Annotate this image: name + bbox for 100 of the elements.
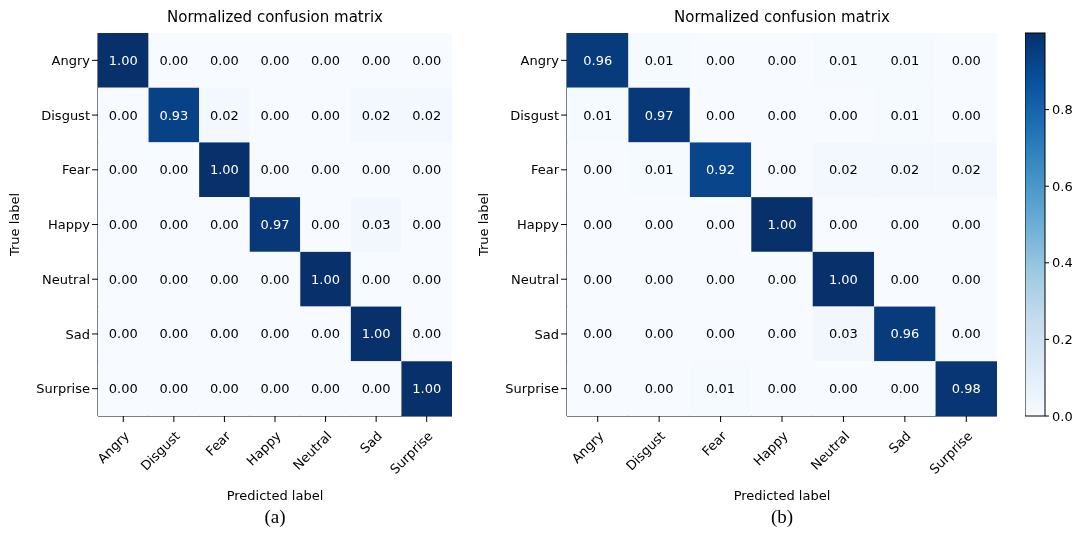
data-label: 1.00 [311, 271, 341, 287]
text: (b) [769, 506, 795, 528]
data-label: 0.00 [209, 217, 239, 232]
data-label: 0.00 [209, 326, 239, 342]
data-label: 0.00 [706, 52, 736, 68]
data-label: 0.00 [209, 52, 239, 68]
data-label: 0.00 [706, 107, 736, 123]
data-label: 0.00 [159, 381, 189, 397]
data-label: 0.01 [644, 162, 674, 178]
color-bar-label: 0.6 [1052, 178, 1073, 194]
data-label: 0.01 [583, 107, 613, 123]
data-label: 0.00 [159, 326, 189, 342]
data-label: 1.00 [209, 162, 239, 178]
data-label: 0.00 [644, 271, 674, 287]
data-label: 0.00 [159, 271, 189, 287]
data-label: 0.00 [260, 107, 290, 123]
data-label: 0.01 [644, 52, 674, 68]
data-label: 0.02 [361, 107, 391, 123]
data-label: 0.00 [583, 326, 613, 342]
y-tick-label: Fear [530, 162, 560, 178]
data-label: 0.00 [311, 52, 341, 68]
data-label: 0.00 [361, 52, 391, 68]
data-label: 0.00 [412, 271, 442, 287]
y-tick-label: Fear [61, 162, 91, 178]
data-label: 0.00 [890, 271, 920, 287]
chart-title: Normalized confusion matrix [166, 8, 384, 26]
data-label: 0.00 [890, 217, 920, 232]
text: (a) [263, 506, 287, 528]
data-label: 0.00 [311, 217, 341, 232]
data-label: 0.01 [706, 381, 736, 397]
data-label: 0.02 [890, 162, 920, 178]
data-label: 0.00 [583, 271, 613, 287]
data-label: 0.00 [108, 381, 138, 397]
x-tick-label: Sad [357, 428, 386, 457]
data-label: 0.00 [951, 271, 981, 287]
chart-title: Normalized confusion matrix [673, 8, 891, 26]
color-bar-label: 0.4 [1052, 255, 1073, 271]
y-tick-label: Angry [51, 52, 91, 68]
y-tick-label: Happy [517, 217, 560, 233]
data-label: 1.00 [108, 52, 138, 68]
data-label: 0.00 [159, 217, 189, 232]
y-axis-title: True label [475, 192, 491, 258]
data-label: 0.03 [828, 326, 858, 342]
data-label: 0.00 [706, 326, 736, 342]
data-label: 0.96 [583, 52, 613, 68]
data-label: 0.02 [828, 162, 858, 178]
data-label: 0.00 [644, 381, 674, 397]
data-label: 0.00 [828, 107, 858, 123]
data-label: 1.00 [767, 217, 797, 232]
data-label: 0.00 [361, 271, 391, 287]
data-label: 0.93 [159, 107, 189, 123]
data-label: 0.00 [311, 107, 341, 123]
data-label: 0.03 [361, 217, 391, 232]
data-label: 0.00 [767, 162, 797, 178]
data-label: 0.00 [361, 162, 391, 178]
data-label: 0.00 [159, 52, 189, 68]
data-label: 0.00 [583, 381, 613, 397]
color-bar-label: 0.8 [1052, 102, 1073, 118]
y-tick-label: Sad [534, 326, 559, 342]
y-tick-label: Neutral [42, 271, 90, 287]
data-label: 0.00 [412, 326, 442, 342]
data-label: 0.00 [583, 162, 613, 178]
color-bar-label: 0.2 [1052, 331, 1073, 347]
data-label: 1.00 [412, 381, 442, 397]
data-label: 0.00 [951, 326, 981, 342]
data-label: 0.00 [951, 107, 981, 123]
x-tick-label: Sad [885, 428, 914, 457]
data-label: 0.00 [828, 217, 858, 232]
data-label: 0.01 [890, 52, 920, 68]
data-label: 0.98 [951, 381, 981, 397]
data-label: 0.02 [412, 107, 442, 123]
data-label: 1.00 [828, 271, 858, 287]
data-label: 0.00 [260, 381, 290, 397]
data-label: 0.97 [644, 107, 674, 123]
data-label: 0.00 [767, 52, 797, 68]
x-axis-title: Predicted label [226, 488, 324, 503]
data-label: 0.00 [951, 52, 981, 68]
data-label: 0.00 [644, 217, 674, 232]
y-tick-label: Happy [48, 217, 91, 233]
data-label: 0.00 [412, 217, 442, 232]
data-label: 0.00 [159, 162, 189, 178]
y-tick-label: Disgust [510, 107, 559, 123]
y-tick-label: Angry [520, 52, 560, 68]
color-bar-label: 0.0 [1052, 408, 1073, 424]
data-label: 0.00 [951, 217, 981, 232]
data-label: 0.00 [260, 271, 290, 287]
data-label: 0.00 [644, 326, 674, 342]
data-label: 0.00 [361, 381, 391, 397]
data-label: 0.00 [767, 326, 797, 342]
data-label: 0.00 [108, 107, 138, 123]
data-label: 0.00 [890, 381, 920, 397]
y-tick-label: Sad [65, 326, 90, 342]
data-label: 1.00 [361, 326, 391, 342]
data-label: 0.00 [311, 326, 341, 342]
data-label: 0.00 [108, 326, 138, 342]
data-label: 0.00 [311, 162, 341, 178]
data-label: 0.00 [209, 381, 239, 397]
data-label: 0.02 [209, 107, 239, 123]
data-label: 0.01 [890, 107, 920, 123]
data-label: 0.00 [583, 217, 613, 232]
